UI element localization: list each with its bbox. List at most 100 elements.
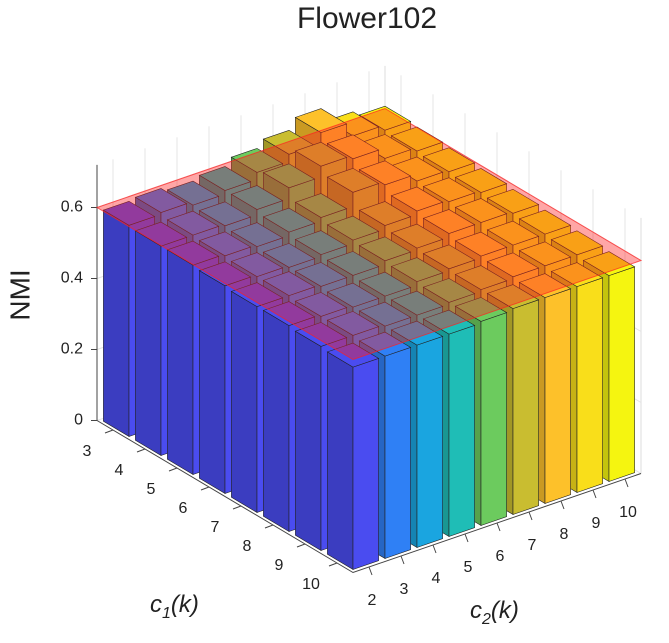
- bar-top: [326, 167, 380, 193]
- bar-top: [102, 200, 156, 226]
- bar-top: [166, 210, 220, 236]
- bar-top: [358, 201, 412, 226]
- bar-top: [294, 322, 348, 347]
- bar-top: [326, 311, 380, 336]
- y-tick: [592, 489, 597, 499]
- bar-top: [486, 284, 540, 309]
- x-tick: [200, 486, 210, 491]
- bar-top: [390, 257, 444, 282]
- bar-top: [422, 209, 476, 234]
- y-tick-label: 4: [432, 570, 441, 587]
- bar-side: [135, 230, 162, 457]
- x-tick: [104, 429, 114, 434]
- bar-top: [454, 297, 508, 322]
- y-tick: [624, 478, 629, 488]
- bar-top: [550, 262, 604, 287]
- bar-front: [544, 288, 571, 504]
- bar-top: [230, 282, 284, 307]
- y-tick: [464, 533, 469, 543]
- bar-top: [390, 290, 444, 316]
- bar-top: [358, 236, 412, 262]
- bar-top: [230, 148, 284, 173]
- bar-top: [294, 230, 348, 255]
- bar-top: [454, 168, 508, 193]
- bar-top: [518, 273, 572, 298]
- bar-top: [486, 220, 540, 246]
- bar-top: [422, 147, 476, 173]
- x-tick-label: 8: [243, 538, 252, 555]
- bar-top: [326, 215, 380, 241]
- bar-top: [198, 261, 252, 287]
- bar-front: [352, 357, 379, 570]
- y-tick-label: 8: [560, 526, 569, 543]
- bar-top: [486, 188, 540, 214]
- bar-top: [294, 193, 348, 218]
- y-tick-label: 5: [464, 559, 473, 576]
- bar-top: [326, 134, 380, 160]
- bar-top: [518, 241, 572, 267]
- x-label-base: c: [150, 591, 162, 618]
- floor-axis: [96, 420, 642, 574]
- x-tick: [296, 543, 306, 548]
- bar-top: [358, 160, 412, 186]
- x-tick-label: 6: [179, 500, 188, 517]
- bar-top: [454, 198, 508, 223]
- bar-top: [422, 177, 476, 203]
- y-tick: [400, 555, 405, 565]
- x-tick-label: 10: [302, 576, 320, 593]
- x-tick: [328, 562, 338, 567]
- x-tick: [168, 467, 178, 472]
- bar-top: [358, 271, 412, 297]
- bar-front: [448, 324, 475, 537]
- bar-top: [230, 185, 284, 210]
- bar-top: [262, 301, 316, 326]
- y-label-base: c: [470, 597, 482, 624]
- bar-top: [358, 301, 412, 327]
- bar-front: [576, 277, 603, 493]
- bar-top: [230, 252, 284, 277]
- bar-top: [198, 166, 252, 191]
- y-tick-label: 6: [496, 548, 505, 565]
- y-tick: [496, 522, 501, 532]
- bar-side: [263, 309, 290, 533]
- bar-side: [167, 249, 194, 476]
- bar-front: [608, 266, 635, 482]
- bar-top: [550, 230, 604, 256]
- x-tick-label: 7: [211, 519, 220, 536]
- bar-top: [582, 251, 636, 276]
- bar-top: [294, 141, 348, 167]
- bar-front: [480, 312, 507, 526]
- bar-top: [262, 207, 316, 233]
- bar-top: [390, 186, 444, 212]
- x-tick-label: 3: [83, 443, 92, 460]
- bar-top: [422, 244, 476, 270]
- z-tick-label: 0.2: [61, 341, 83, 358]
- bar-top: [262, 271, 316, 296]
- z-tick-label: 0.4: [61, 270, 83, 287]
- x-tick-label: 4: [115, 462, 124, 479]
- z-tick-label: 0: [74, 412, 83, 429]
- bar-top: [518, 209, 572, 235]
- bar-side: [103, 209, 130, 438]
- bar-top: [486, 252, 540, 278]
- bar-top: [326, 282, 380, 308]
- bar-top: [358, 105, 412, 131]
- bar-top: [326, 342, 380, 368]
- bar-side: [231, 290, 258, 514]
- bar-top: [166, 180, 220, 206]
- bar-front: [512, 299, 539, 515]
- y-tick-label: 7: [528, 537, 537, 554]
- y-axis-label: c2(k): [470, 597, 519, 628]
- x-tick: [136, 448, 146, 453]
- reference-plane: [95, 107, 643, 361]
- z-axis-label: NMI: [4, 269, 35, 320]
- x-label-rest: (k): [171, 591, 199, 618]
- bar-side: [199, 270, 226, 495]
- bar-top: [262, 163, 316, 189]
- y-label-rest: (k): [491, 597, 519, 624]
- y-tick-label: 10: [619, 504, 637, 521]
- y-tick-label: 9: [592, 515, 601, 532]
- z-tick-label: 0.6: [61, 199, 83, 216]
- y-tick-label: 2: [368, 592, 377, 609]
